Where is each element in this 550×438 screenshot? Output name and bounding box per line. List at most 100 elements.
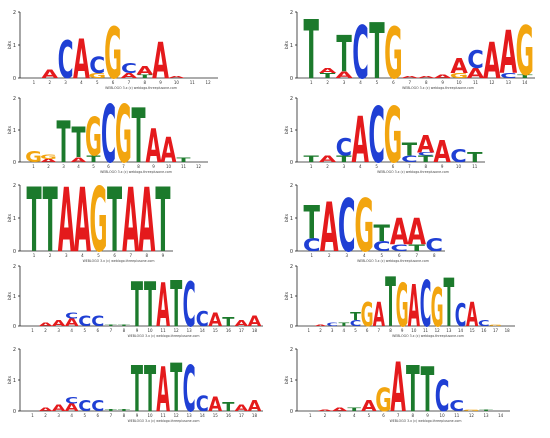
logo-letter-T: T [338,322,349,327]
x-tick-label: 8 [424,164,427,169]
logo-letter-G: G [85,108,102,169]
y-tick-label: 1 [290,216,293,222]
x-tick-label: 1 [310,80,313,85]
x-tick-label: 9 [441,80,444,85]
logo-letter-T: T [144,269,156,341]
logo-caption: WEBLOGO 3.x (c) weblogo.threeplusone.com [357,259,429,263]
y-tick-label: 1 [13,294,16,300]
x-tick-label: 9 [159,80,162,85]
y-tick-label: 0 [13,160,16,166]
y-tick-label: 1 [13,128,16,134]
logo-letter-A: A [335,70,353,81]
logo-letter-A: A [417,76,435,79]
x-tick-label: 17 [239,413,245,418]
x-tick-label: 4 [359,164,362,169]
x-tick-label: 10 [440,413,446,418]
logo-letter-A: A [39,407,53,412]
logo-letter-T: T [336,26,352,84]
logo-letter-A: A [71,156,87,164]
x-tick-label: 1 [33,253,36,258]
x-tick-label: 6 [97,413,100,418]
x-tick-label: 11 [472,164,478,169]
x-tick-label: 11 [473,80,479,85]
x-tick-label: 16 [226,413,232,418]
logo-letter-T: T [43,170,58,273]
x-tick-label: 15 [470,328,476,333]
logo-letter-A: A [332,407,349,412]
x-tick-label: 7 [122,164,125,169]
logo-letter-T: T [137,74,152,79]
x-tick-label: 5 [96,80,99,85]
logo-letter-A: A [73,28,90,91]
x-tick-label: 14 [498,413,504,418]
x-tick-label: 10 [147,413,153,418]
logo-caption: WEBLOGO 3.x (c) weblogo.threeplusone.com [402,86,474,90]
logo-letter-T: T [421,353,435,426]
x-tick-label: 8 [412,413,415,418]
logo-letter-A: A [390,211,409,253]
x-tick-label: 5 [83,328,86,333]
x-tick-label: 1 [308,328,311,333]
x-tick-label: 9 [136,328,139,333]
x-tick-label: 11 [423,328,429,333]
logo-caption: WEBLOGO 3.x (c) weblogo.threeplusone.com [390,419,462,423]
y-tick-label: 2 [13,183,16,189]
x-tick-label: 7 [397,413,400,418]
logo-letter-G: G [40,153,57,161]
x-tick-label: 6 [366,328,369,333]
logo-letter-A: A [121,72,139,80]
y-tick-label: 0 [13,324,16,330]
y-tick-label: 1 [290,294,293,300]
x-tick-label: 7 [378,328,381,333]
x-tick-label: 3 [57,413,60,418]
logo-letter-A: A [450,55,468,79]
x-tick-label: 2 [48,80,51,85]
logo-letter-A: A [361,398,377,415]
logo-letter-T: T [443,267,454,343]
logo-letter-A: A [208,310,222,331]
x-tick-label: 2 [44,413,47,418]
x-tick-label: 11 [454,413,460,418]
logo-letter-G: G [354,184,374,269]
logo-letter-T: T [105,324,118,326]
x-tick-label: 5 [380,253,383,258]
logo-4: 0 1 2 bits T 1 A 2 T C 3 A 4 C 5 G 6 C T 7 T C A 8 A 9 C 10 T 11 WEBLO… [283,93,541,181]
logo-letter-A: A [146,121,162,174]
x-tick-label: 7 [409,80,412,85]
x-tick-label: 6 [382,413,385,418]
x-tick-label: 9 [136,413,139,418]
logo-letter-A: A [248,397,262,414]
x-tick-label: 10 [174,80,180,85]
y-tick-label: 2 [290,264,293,270]
logo-letter-A: A [407,211,426,253]
x-tick-label: 11 [161,413,167,418]
x-tick-label: 15 [213,413,219,418]
logo-9: 0 1 2 bits 1 A 2 A 3 A C 4 C 5 C 6 T 7 T 8 T 9 T 10 A 11 T 12 C 13 C 14… [6,345,264,427]
x-tick-label: 12 [435,328,441,333]
x-tick-label: 2 [47,164,50,169]
logo-letter-T: T [27,170,42,273]
logo-letter-G: G [104,15,122,96]
x-tick-label: 6 [112,80,115,85]
logo-letter-A: A [352,105,369,178]
logo-letter-G: G [431,277,444,339]
x-tick-label: 9 [152,164,155,169]
logo-letter-A: A [483,33,501,91]
logo-letter-T: T [385,263,396,343]
logo-letter-T: T [131,269,143,341]
x-tick-label: 6 [392,80,395,85]
logo-letter-T: T [517,74,534,79]
y-axis-label: bits [284,125,290,134]
x-tick-label: 5 [368,413,371,418]
logo-letter-A: A [467,66,485,81]
logo-letter-A: A [39,322,53,327]
x-tick-label: 16 [481,328,487,333]
x-tick-label: 8 [137,164,140,169]
logo-letter-T: T [86,154,100,165]
logo-letter-A: A [168,76,185,79]
x-tick-label: 5 [376,80,379,85]
logo-letter-G: G [361,297,374,335]
